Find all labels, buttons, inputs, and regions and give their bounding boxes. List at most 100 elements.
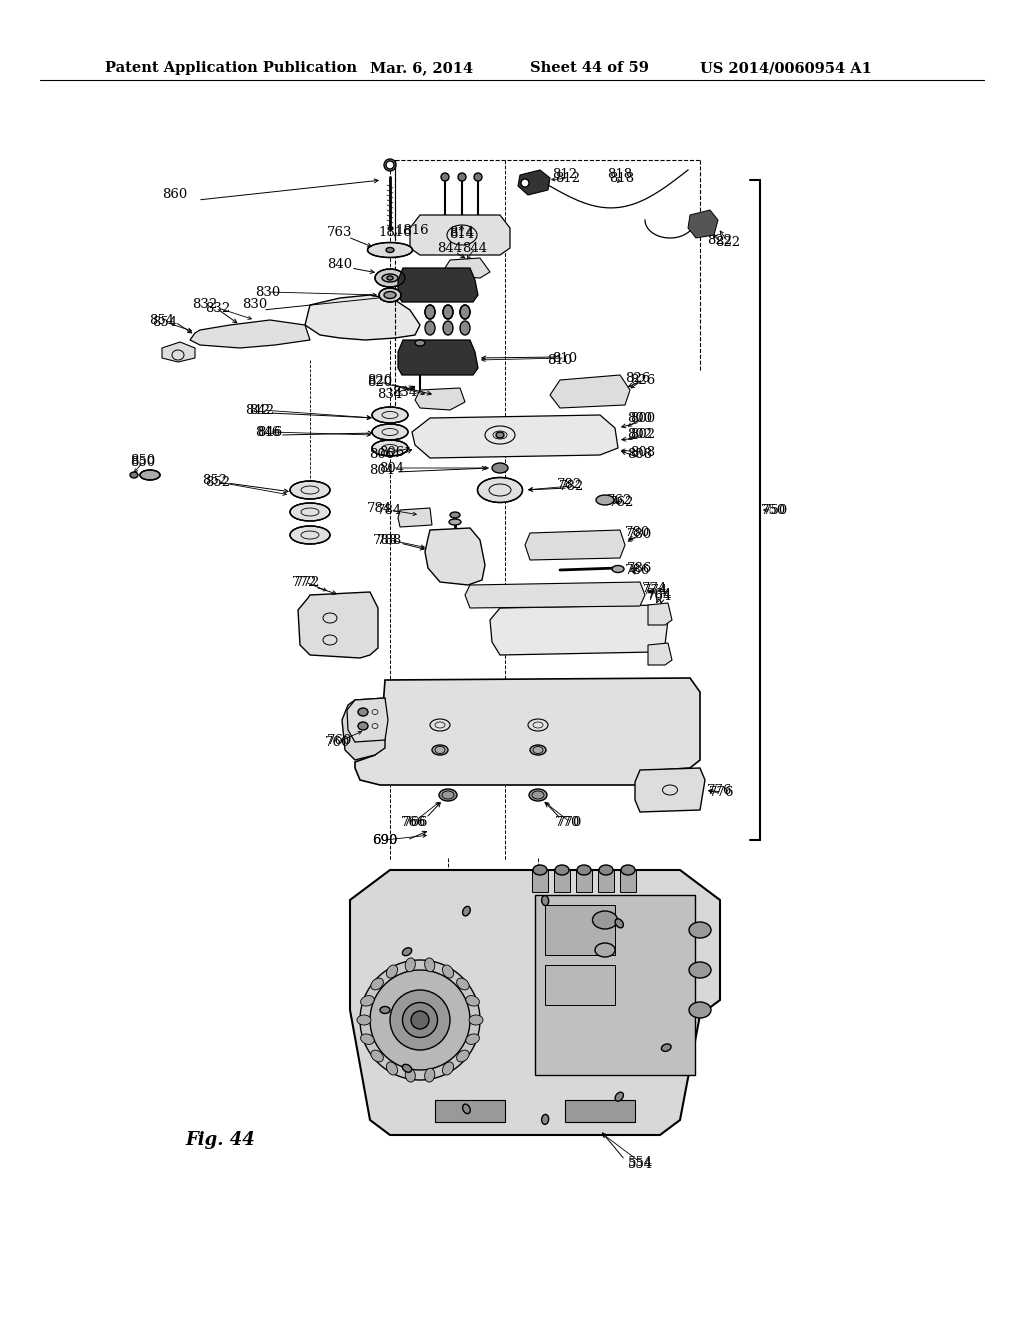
- Text: 764: 764: [647, 590, 673, 602]
- Ellipse shape: [406, 958, 416, 972]
- Ellipse shape: [442, 1063, 454, 1074]
- Bar: [598, 870, 614, 892]
- Ellipse shape: [386, 965, 397, 978]
- Ellipse shape: [577, 865, 591, 875]
- Ellipse shape: [425, 305, 435, 319]
- Text: 1816: 1816: [378, 226, 412, 239]
- Ellipse shape: [599, 865, 613, 875]
- Ellipse shape: [621, 865, 635, 875]
- Polygon shape: [355, 678, 700, 785]
- Ellipse shape: [358, 708, 368, 715]
- Ellipse shape: [379, 288, 401, 302]
- Ellipse shape: [689, 921, 711, 939]
- Bar: [554, 870, 570, 892]
- Ellipse shape: [466, 995, 479, 1006]
- Ellipse shape: [411, 1011, 429, 1030]
- Polygon shape: [298, 591, 378, 657]
- Text: 830: 830: [255, 285, 281, 298]
- Text: 800: 800: [631, 412, 655, 425]
- Ellipse shape: [530, 744, 546, 755]
- Text: 760: 760: [328, 734, 352, 747]
- Text: 774: 774: [643, 583, 669, 597]
- Ellipse shape: [384, 292, 396, 298]
- Ellipse shape: [439, 789, 457, 801]
- Text: 780: 780: [626, 527, 650, 540]
- Text: 786: 786: [626, 564, 650, 577]
- Ellipse shape: [460, 321, 470, 335]
- Ellipse shape: [593, 911, 617, 929]
- Bar: [435, 1100, 505, 1122]
- Ellipse shape: [360, 960, 480, 1080]
- Text: 822: 822: [716, 235, 740, 248]
- Ellipse shape: [370, 970, 470, 1071]
- Ellipse shape: [402, 1002, 437, 1038]
- Ellipse shape: [492, 463, 508, 473]
- Text: 842: 842: [246, 404, 270, 417]
- Text: 1816: 1816: [395, 223, 429, 236]
- Text: 770: 770: [555, 816, 581, 829]
- Text: 832: 832: [206, 301, 230, 314]
- Ellipse shape: [689, 1002, 711, 1018]
- Ellipse shape: [457, 1051, 469, 1061]
- Ellipse shape: [380, 1006, 390, 1014]
- Ellipse shape: [689, 962, 711, 978]
- Text: 766: 766: [403, 816, 429, 829]
- Ellipse shape: [443, 305, 453, 319]
- Bar: [532, 870, 548, 892]
- Polygon shape: [445, 257, 490, 279]
- Text: Sheet 44 of 59: Sheet 44 of 59: [530, 61, 649, 75]
- Ellipse shape: [615, 919, 624, 928]
- Ellipse shape: [595, 942, 615, 957]
- Ellipse shape: [474, 173, 482, 181]
- Ellipse shape: [477, 478, 522, 503]
- Polygon shape: [410, 215, 510, 255]
- Ellipse shape: [612, 565, 624, 573]
- Text: 854: 854: [153, 315, 177, 329]
- Bar: [545, 965, 615, 1005]
- Polygon shape: [550, 375, 630, 408]
- Ellipse shape: [406, 1068, 416, 1082]
- Text: 818: 818: [607, 169, 633, 181]
- Ellipse shape: [390, 990, 450, 1049]
- Ellipse shape: [466, 1034, 479, 1044]
- Ellipse shape: [140, 470, 160, 480]
- Ellipse shape: [555, 865, 569, 875]
- Text: 826: 826: [626, 371, 650, 384]
- Bar: [545, 906, 615, 954]
- Text: 834: 834: [392, 385, 418, 399]
- Text: 812: 812: [555, 172, 581, 185]
- Text: 832: 832: [193, 298, 218, 312]
- Polygon shape: [412, 414, 618, 458]
- Polygon shape: [347, 698, 388, 742]
- Ellipse shape: [425, 321, 435, 335]
- Ellipse shape: [425, 958, 435, 972]
- Bar: [575, 870, 592, 892]
- Ellipse shape: [386, 1063, 397, 1074]
- Ellipse shape: [387, 276, 393, 280]
- Ellipse shape: [534, 865, 547, 875]
- Text: 766: 766: [401, 816, 427, 829]
- Ellipse shape: [290, 525, 330, 544]
- Ellipse shape: [463, 1104, 470, 1114]
- Text: 810: 810: [548, 354, 572, 367]
- Ellipse shape: [402, 1064, 412, 1072]
- Ellipse shape: [662, 1044, 671, 1051]
- Text: 806: 806: [379, 446, 404, 459]
- Text: 852: 852: [203, 474, 227, 487]
- Ellipse shape: [130, 473, 138, 478]
- Text: 774: 774: [642, 582, 668, 594]
- Text: 750: 750: [761, 503, 785, 516]
- Text: 788: 788: [378, 533, 402, 546]
- Text: 786: 786: [628, 561, 652, 574]
- Polygon shape: [398, 268, 478, 302]
- Polygon shape: [350, 870, 720, 1135]
- Text: 860: 860: [163, 189, 187, 202]
- Polygon shape: [398, 341, 478, 375]
- Polygon shape: [342, 698, 385, 760]
- Text: 814: 814: [450, 227, 474, 240]
- Text: 854: 854: [150, 314, 174, 326]
- Text: 788: 788: [373, 533, 398, 546]
- Text: Mar. 6, 2014: Mar. 6, 2014: [370, 61, 473, 75]
- Polygon shape: [425, 528, 485, 585]
- Text: 802: 802: [628, 429, 652, 441]
